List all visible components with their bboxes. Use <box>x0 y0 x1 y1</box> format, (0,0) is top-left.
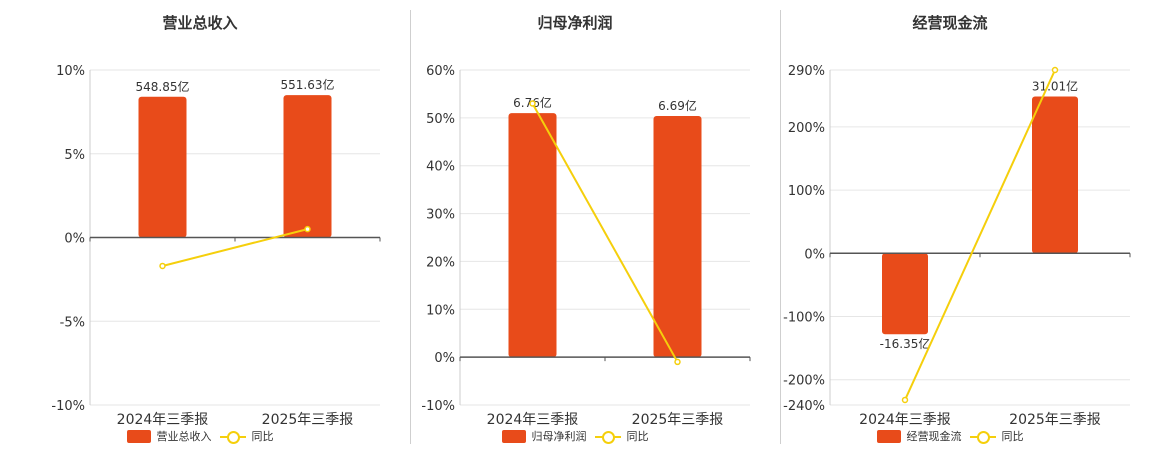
x-tick-label: 2024年三季报 <box>487 412 579 428</box>
legend-label: 经营现金流 <box>906 430 962 443</box>
chart-title: 营业总收入 <box>162 14 238 32</box>
chart-plot: 10% 5% 0% -5% -10% 548.85亿 551.63亿 2024年三季报 2025… <box>51 64 381 428</box>
legend-swatch-line <box>594 430 621 444</box>
legend-item-line[interactable]: 同比 <box>219 428 274 444</box>
y-tick-label: 5% <box>64 148 85 163</box>
y-tick-label: 10% <box>426 303 455 318</box>
y-tick-label: 0% <box>64 232 85 247</box>
bar <box>1032 96 1078 254</box>
legend-label: 同比 <box>251 430 274 443</box>
y-tick-label: 0% <box>434 351 455 366</box>
y-tick-label: -5% <box>60 315 85 330</box>
legend-item-bar[interactable]: 归母净利润 <box>501 428 587 444</box>
y-tick-label: -100% <box>783 311 825 326</box>
y-tick-label: 200% <box>788 121 825 136</box>
chart-panel-net-profit: 归母净利润 60%50%40%30%20%10%0%-10%6.76亿6.69亿… <box>370 0 780 450</box>
yoy-line <box>162 228 308 267</box>
panel-divider <box>780 10 781 444</box>
legend-item-line[interactable]: 同比 <box>969 428 1024 444</box>
bar <box>283 95 332 238</box>
x-tick-label: 2025年三季报 <box>262 412 354 428</box>
legend-label: 同比 <box>1001 430 1024 443</box>
y-tick-label: 20% <box>426 255 455 270</box>
yoy-line <box>904 69 1056 401</box>
legend: 经营现金流 同比 <box>740 428 1160 444</box>
chart-title: 经营现金流 <box>912 14 988 32</box>
y-tick-label: 60% <box>426 64 455 79</box>
bar <box>508 113 557 358</box>
legend-label: 营业总收入 <box>156 430 212 443</box>
chart-plot: 60%50%40%30%20%10%0%-10%6.76亿6.69亿2024年三… <box>421 64 751 428</box>
bar-data-label: 548.85亿 <box>136 79 190 94</box>
yoy-point <box>1051 66 1059 74</box>
bar-data-label: 31.01亿 <box>1032 79 1078 94</box>
chart-panel-cash-flow: 经营现金流 290% 200% 100% 0% -100% -200% -240% -16.3… <box>740 0 1160 450</box>
y-tick-label: 30% <box>426 208 455 223</box>
x-tick-label: 2025年三季报 <box>632 412 724 428</box>
panel-divider <box>410 10 411 444</box>
y-tick-label: 50% <box>426 112 455 127</box>
legend-label: 同比 <box>626 430 649 443</box>
legend-item-bar[interactable]: 营业总收入 <box>126 428 212 444</box>
legend-swatch-bar <box>501 429 526 443</box>
legend-swatch-line <box>969 430 996 444</box>
bar <box>653 115 702 358</box>
y-tick-label: -10% <box>51 399 85 414</box>
legend-swatch-bar <box>126 429 151 443</box>
y-tick-label: -200% <box>783 374 825 389</box>
x-tick-label: 2024年三季报 <box>117 412 209 428</box>
yoy-point <box>674 358 681 366</box>
y-tick-label: -240% <box>783 399 825 414</box>
y-tick-label: 10% <box>56 64 85 79</box>
yoy-line <box>531 103 679 363</box>
yoy-point <box>304 225 311 233</box>
bar-data-label: 6.69亿 <box>658 98 697 113</box>
bar <box>882 253 928 335</box>
legend-swatch-line <box>219 430 246 444</box>
y-tick-label: 40% <box>426 160 455 175</box>
legend-label: 归母净利润 <box>531 430 587 443</box>
legend-item-bar[interactable]: 经营现金流 <box>876 428 962 444</box>
x-tick-label: 2024年三季报 <box>859 412 951 428</box>
legend-item-line[interactable]: 同比 <box>594 428 649 444</box>
legend: 归母净利润 同比 <box>370 428 780 444</box>
bar <box>138 96 187 238</box>
y-tick-label: 0% <box>804 247 825 262</box>
chart-panel-revenue: 营业总收入 10% 5% 0% -5% -10% 548.85亿 551.63亿 2024年三… <box>0 0 400 450</box>
chart-title: 归母净利润 <box>537 14 613 32</box>
y-tick-label: 290% <box>788 64 825 79</box>
legend-swatch-bar <box>876 429 901 443</box>
chart-plot: 290% 200% 100% 0% -100% -200% -240% -16.35亿 31.0… <box>783 64 1131 428</box>
y-tick-label: 100% <box>788 184 825 199</box>
legend: 营业总收入 同比 <box>0 428 400 444</box>
bar-data-label: 551.63亿 <box>281 77 335 92</box>
yoy-point <box>159 262 166 270</box>
bar-data-label: -16.35亿 <box>880 336 931 351</box>
y-tick-label: -10% <box>421 399 455 414</box>
yoy-point <box>529 100 536 107</box>
yoy-point <box>901 396 909 404</box>
x-tick-label: 2025年三季报 <box>1009 412 1101 428</box>
